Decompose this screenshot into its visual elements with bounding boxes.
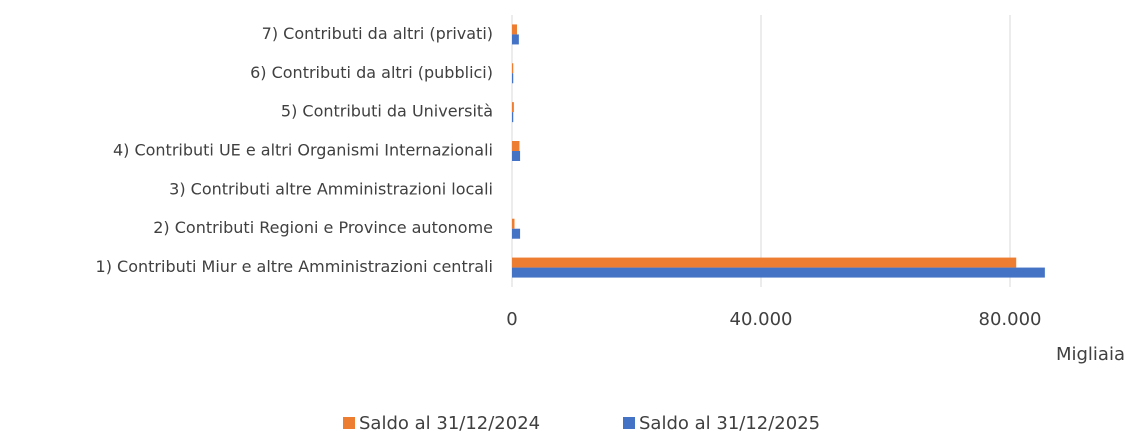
legend-label: Saldo al 31/12/2025 [639,413,820,434]
bar [512,112,514,123]
y-tick-label: 2) Contributi Regioni e Province autonom… [153,218,493,237]
y-tick-label: 6) Contributi da altri (pubblici) [250,63,493,82]
bar [512,34,519,45]
bar [512,218,515,229]
x-tick-label: 80.000 [979,309,1042,330]
y-tick-label: 3) Contributi altre Amministrazioni loca… [169,179,493,198]
x-axis-title: Migliaia [1056,344,1125,365]
y-tick-label: 4) Contributi UE e altri Organismi Inter… [113,141,493,160]
bar [512,24,517,35]
bar [512,63,514,74]
x-tick-label: 40.000 [730,309,793,330]
y-tick-label: 1) Contributi Miur e altre Amministrazio… [96,257,493,276]
y-tick-label: 5) Contributi da Università [281,102,493,121]
bar [512,141,520,151]
bar [512,151,521,161]
bar [512,73,514,84]
legend-label: Saldo al 31/12/2024 [359,413,540,434]
y-tick-label: 7) Contributi da altri (privati) [262,24,493,43]
legend-swatch [343,417,355,429]
bar [512,257,1017,268]
bar [512,228,521,239]
legend-swatch [623,417,635,429]
bar [512,102,514,113]
x-tick-label: 0 [506,309,517,330]
bar [512,267,1045,278]
